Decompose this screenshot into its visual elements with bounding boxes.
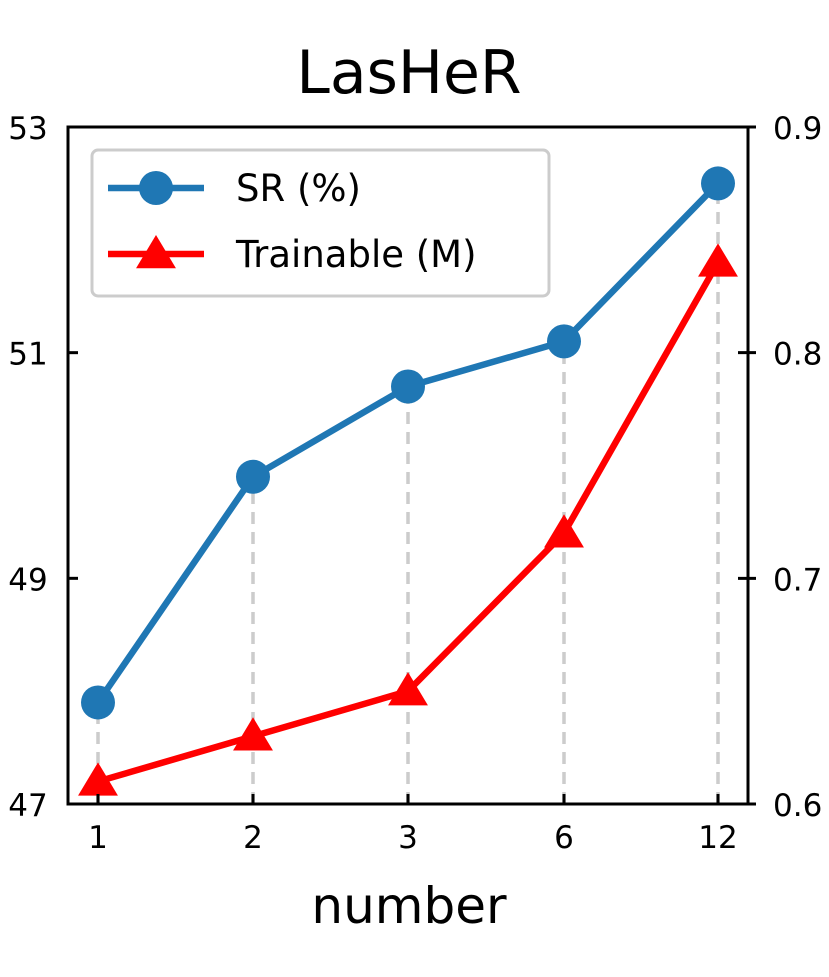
y2-tick-label-0.7: 0.7 bbox=[773, 562, 822, 598]
series-0-point-12 bbox=[701, 166, 735, 201]
y-tick-label-51: 51 bbox=[8, 337, 47, 373]
series-0-point-1 bbox=[81, 685, 115, 720]
series-1-point-3 bbox=[388, 672, 428, 706]
legend-marker-1 bbox=[136, 235, 176, 269]
x-tick-label-3: 3 bbox=[398, 820, 418, 856]
y-tick-label-49: 49 bbox=[8, 562, 47, 598]
legend: SR (%) Trainable (M) bbox=[90, 148, 551, 298]
legend-label-0: SR (%) bbox=[236, 167, 361, 210]
chart-title: LasHeR bbox=[296, 38, 521, 108]
y2-tick-label-0.6: 0.6 bbox=[773, 788, 822, 824]
x-tick-label-12: 12 bbox=[698, 820, 737, 856]
y2-tick-label-0.9: 0.9 bbox=[773, 111, 822, 147]
series-1-point-1 bbox=[78, 762, 118, 796]
series-0-point-2 bbox=[236, 459, 270, 494]
series-0-point-3 bbox=[391, 369, 425, 404]
x-axis-label: number bbox=[311, 877, 507, 935]
series-0-point-6 bbox=[547, 324, 581, 359]
legend-box bbox=[90, 148, 551, 298]
y-tick-label-53: 53 bbox=[8, 111, 47, 147]
legend-marker-0 bbox=[139, 171, 173, 205]
series-1-point-2 bbox=[233, 717, 273, 751]
x-tick-label-1: 1 bbox=[88, 820, 108, 856]
series-1-point-12 bbox=[698, 243, 738, 277]
series-layer bbox=[78, 166, 738, 796]
y-tick-label-47: 47 bbox=[8, 788, 47, 824]
y2-tick-label-0.8: 0.8 bbox=[773, 337, 822, 373]
x-tick-label-2: 2 bbox=[243, 820, 263, 856]
x-tick-label-6: 6 bbox=[554, 820, 574, 856]
legend-label-1: Trainable (M) bbox=[235, 233, 477, 276]
series-1-point-6 bbox=[544, 514, 584, 548]
